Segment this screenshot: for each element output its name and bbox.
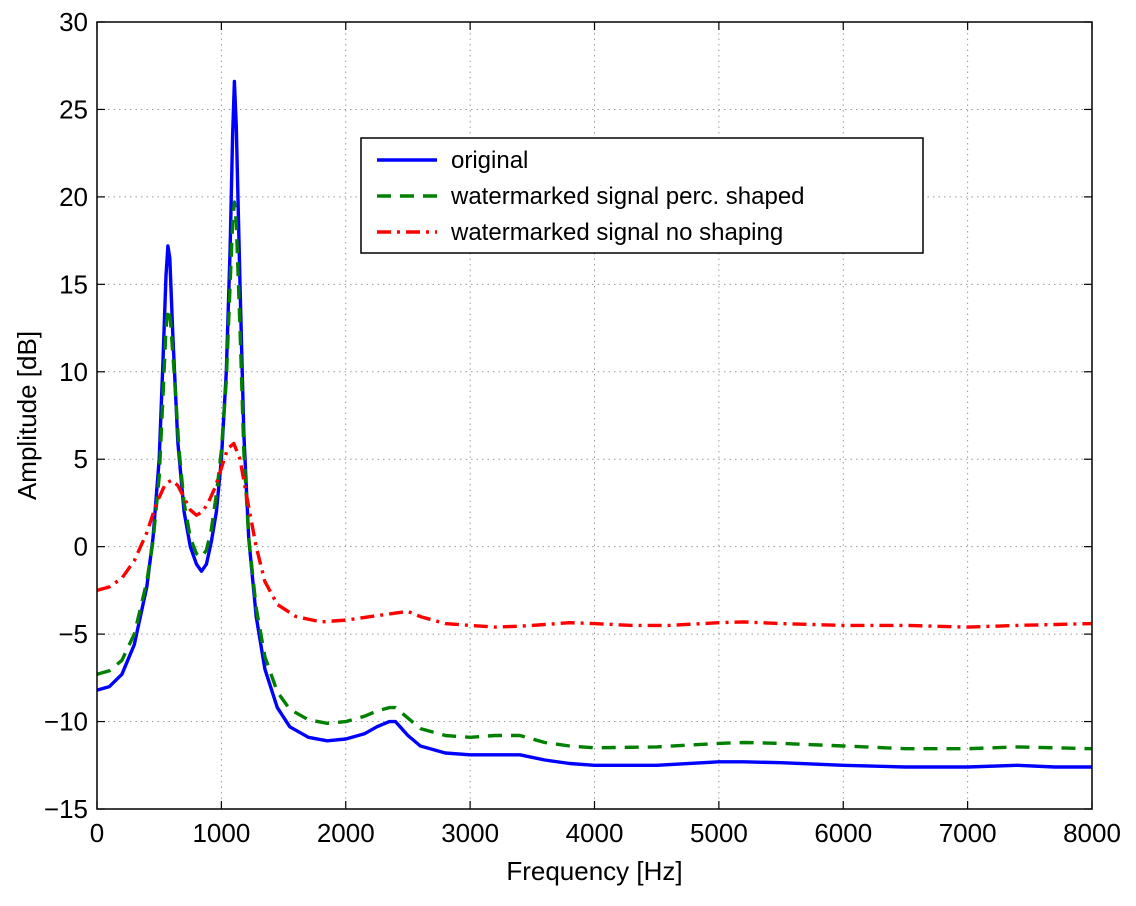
- x-tick-label: 3000: [441, 818, 499, 848]
- legend: original watermarked signal perc. shaped w…: [360, 137, 924, 254]
- y-tick-label: 30: [59, 7, 88, 37]
- grid: [97, 22, 1092, 809]
- y-tick-label: −10: [44, 707, 88, 737]
- x-tick-label: 4000: [566, 818, 624, 848]
- y-tick-label: 10: [59, 357, 88, 387]
- legend-box: [360, 137, 924, 254]
- tick-labels: 0 1000 2000 3000 4000 5000 6000 7000 8000 −15 −10 −…: [44, 7, 1121, 848]
- x-tick-label: 1000: [192, 818, 250, 848]
- x-tick-label: 6000: [814, 818, 872, 848]
- y-tick-label: 20: [59, 182, 88, 212]
- x-tick-label: 2000: [317, 818, 375, 848]
- y-axis-label: Amplitude [dB]: [12, 331, 42, 500]
- series-group: [96, 79, 1093, 769]
- y-tick-label: −5: [58, 619, 88, 649]
- series-line-1: [96, 200, 1093, 751]
- y-tick-label: −15: [44, 794, 88, 824]
- x-tick-label: 5000: [690, 818, 748, 848]
- legend-label-1: watermarked signal perc. shaped: [450, 183, 805, 210]
- legend-label-2: watermarked signal no shaping: [450, 219, 783, 246]
- y-tick-label: 15: [59, 269, 88, 299]
- x-tick-label: 7000: [939, 818, 997, 848]
- legend-label-0: original: [451, 147, 528, 174]
- ticks: [96, 21, 1093, 810]
- y-tick-label: 5: [74, 444, 88, 474]
- y-tick-label: 0: [74, 532, 88, 562]
- series-line-2: [96, 441, 1093, 629]
- x-tick-label: 0: [90, 818, 104, 848]
- y-tick-label: 25: [59, 94, 88, 124]
- x-axis-label: Frequency [Hz]: [506, 856, 682, 886]
- x-tick-label: 8000: [1063, 818, 1121, 848]
